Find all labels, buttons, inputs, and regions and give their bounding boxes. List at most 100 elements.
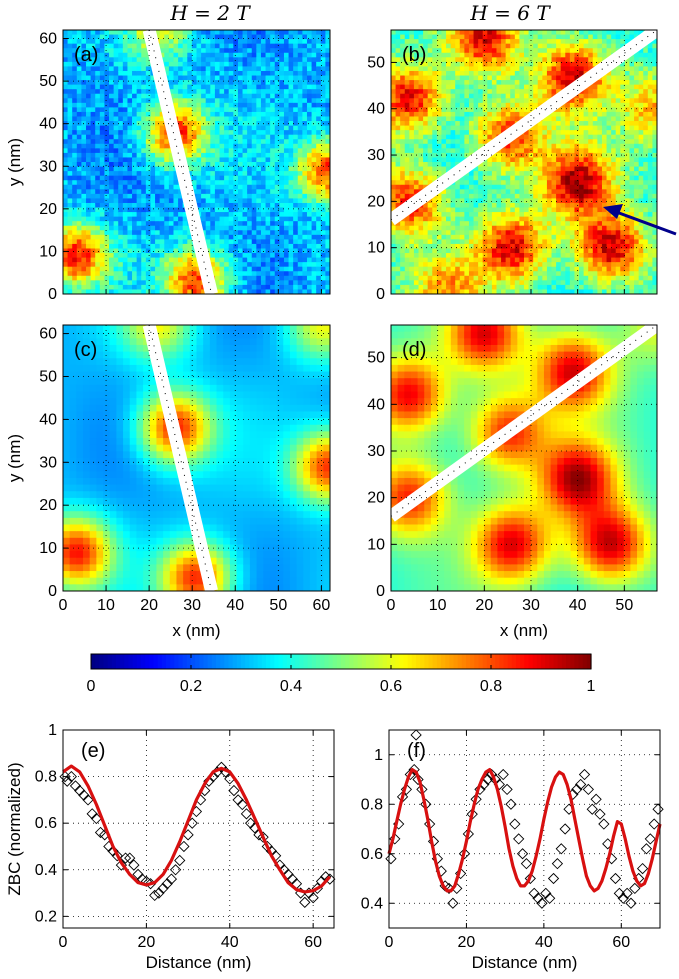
data-point bbox=[644, 833, 656, 845]
colorbar-step bbox=[191, 654, 196, 669]
y-tick-label: 0.6 bbox=[361, 846, 383, 863]
colorbar-step bbox=[170, 654, 175, 669]
data-point bbox=[551, 858, 564, 870]
y-tick-label: 10 bbox=[367, 536, 385, 553]
colorbar-step bbox=[95, 654, 100, 669]
colorbar-step bbox=[341, 654, 346, 669]
x-tick-label: 60 bbox=[312, 597, 330, 614]
y-tick-label: 40 bbox=[39, 116, 57, 133]
data-point bbox=[299, 896, 311, 909]
line-plot-panel: 0.2 0.4 0.6 0.8 1 0 20 40 60 Distance (nm) ZBC (no… bbox=[5, 722, 336, 972]
plot-frame bbox=[390, 29, 658, 295]
data-point bbox=[124, 852, 136, 864]
colorbar-step bbox=[124, 654, 130, 669]
colorbar-step bbox=[166, 654, 171, 669]
data-point bbox=[540, 887, 552, 899]
colorbar-step bbox=[395, 654, 400, 669]
y-tick-label: 30 bbox=[39, 158, 57, 175]
panel-label: (c) bbox=[74, 339, 97, 361]
panel-label: (e) bbox=[81, 740, 105, 762]
x-tick-label: 50 bbox=[269, 597, 287, 614]
data-point bbox=[621, 887, 633, 899]
colorbar-step bbox=[524, 654, 530, 669]
colorbar-step bbox=[216, 654, 221, 669]
data-point bbox=[153, 887, 165, 899]
plot-frame bbox=[62, 29, 331, 295]
data-point bbox=[652, 803, 664, 815]
colorbar-step bbox=[161, 654, 167, 669]
data-point bbox=[169, 864, 182, 876]
colorbar-step bbox=[232, 654, 238, 669]
y-tick-label: 30 bbox=[367, 147, 385, 164]
y-axis-label: ZBC (normalized) bbox=[5, 762, 24, 895]
colorbar-step bbox=[111, 654, 117, 669]
colorbar-step bbox=[370, 654, 375, 669]
colorbar-step bbox=[307, 654, 313, 669]
colorbar-step bbox=[407, 654, 413, 669]
colorbar-step bbox=[149, 654, 155, 669]
colorbar-step bbox=[391, 654, 396, 669]
colorbar-step bbox=[478, 654, 484, 669]
data-point bbox=[236, 798, 248, 811]
data-point bbox=[598, 818, 610, 830]
y-tick-label: 0 bbox=[48, 286, 57, 303]
colorbar-tick-label: 0.6 bbox=[380, 678, 402, 695]
data-point bbox=[547, 872, 560, 885]
colorbar-step bbox=[361, 654, 367, 669]
colorbar-step bbox=[99, 654, 105, 669]
colorbar-step bbox=[320, 654, 325, 669]
colorbar-step bbox=[91, 654, 96, 669]
colorbar-step bbox=[157, 654, 163, 669]
data-point bbox=[555, 843, 567, 855]
heatmap-panel: 0 10 20 30 40 50 60 0 10 20 30 40 50 60 x (nm) y (nm) (c… bbox=[5, 324, 331, 640]
data-point bbox=[174, 854, 186, 867]
colorbar-step bbox=[174, 654, 180, 669]
data-point bbox=[82, 794, 94, 806]
colorbar-step bbox=[278, 654, 284, 669]
x-tick-label: 40 bbox=[535, 934, 553, 951]
y-tick-label: 10 bbox=[39, 540, 57, 557]
data-point bbox=[528, 887, 540, 899]
data-point bbox=[574, 778, 587, 791]
pointer-arrow bbox=[603, 204, 677, 236]
colorbar-step bbox=[349, 654, 355, 669]
colorbar-step bbox=[182, 654, 188, 669]
colorbar-step bbox=[566, 654, 571, 669]
y-tick-label: 0 bbox=[376, 286, 385, 303]
colorbar-step bbox=[120, 654, 125, 669]
colorbar-step bbox=[236, 654, 242, 669]
y-tick-label: 40 bbox=[367, 396, 385, 413]
colorbar-tick-label: 0.2 bbox=[180, 678, 202, 695]
data-point bbox=[586, 803, 598, 815]
data-point bbox=[404, 768, 416, 781]
heatmap-panel: 0 10 20 30 40 50 0 10 20 30 40 50 x (nm) (d) bbox=[367, 324, 658, 640]
data-point bbox=[501, 783, 513, 796]
data-point bbox=[470, 793, 482, 805]
colorbar-step bbox=[245, 654, 250, 669]
y-tick-label: 10 bbox=[39, 243, 57, 260]
y-tick-label: 40 bbox=[39, 411, 57, 428]
x-tick-label: 20 bbox=[475, 597, 493, 614]
data-point bbox=[513, 833, 525, 845]
x-tick-label: 40 bbox=[226, 597, 244, 614]
colorbar-step bbox=[378, 654, 384, 669]
colorbar-step bbox=[449, 654, 455, 669]
colorbar-tick-label: 1 bbox=[587, 678, 596, 695]
colorbar-step bbox=[424, 654, 430, 669]
data-point bbox=[410, 729, 422, 741]
y-tick-label: 0.6 bbox=[35, 815, 57, 832]
colorbar-step bbox=[503, 654, 509, 669]
colorbar-step bbox=[266, 654, 271, 669]
data-point bbox=[544, 892, 556, 904]
colorbar-step bbox=[557, 654, 563, 669]
colorbar-step bbox=[578, 654, 584, 669]
plot-frame bbox=[390, 324, 658, 592]
colorbar-step bbox=[574, 654, 580, 669]
colorbar-step bbox=[274, 654, 280, 669]
y-tick-label: 40 bbox=[367, 101, 385, 118]
data-point bbox=[520, 858, 533, 870]
colorbar-step bbox=[382, 654, 388, 669]
x-tick-label: 20 bbox=[140, 597, 158, 614]
y-tick-label: 0.8 bbox=[361, 796, 383, 813]
colorbar-step bbox=[511, 654, 517, 669]
